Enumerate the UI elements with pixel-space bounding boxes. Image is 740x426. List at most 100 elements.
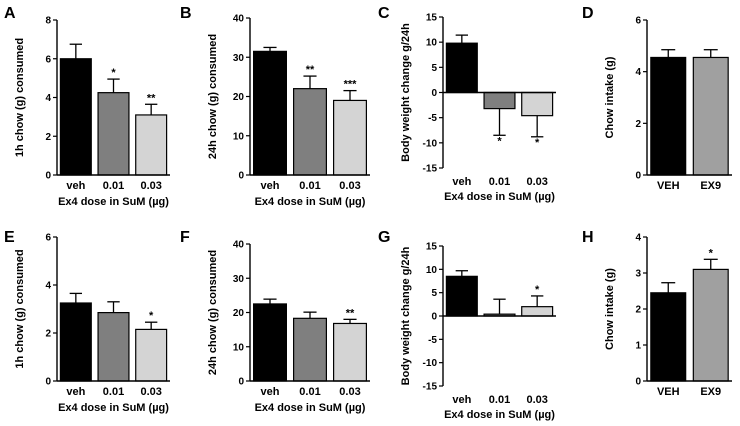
y-tick-label: 8 [45, 16, 51, 27]
x-tick-label: 0.03 [140, 386, 161, 398]
y-tick-label: 10 [233, 342, 245, 353]
y-tick-label: 6 [45, 233, 51, 244]
x-axis-label: Ex4 dose in SuM (µg) [255, 402, 366, 414]
y-axis-label: Body weight change g/24h [400, 23, 412, 162]
y-tick-label: 10 [426, 265, 438, 276]
y-axis-label: Chow intake (g) [604, 56, 616, 138]
significance-label: * [535, 137, 540, 149]
significance-label: * [709, 247, 714, 259]
panel-h: H 0 1 2 3 4 VEH * EX9 Chow intake (g) [582, 229, 732, 398]
y-tick-label: 0 [635, 171, 641, 182]
y-tick-label: 40 [233, 14, 245, 25]
bar-veh [253, 303, 288, 382]
y-tick-label: 0 [45, 171, 51, 182]
significance-label: * [149, 310, 154, 322]
y-tick-label: 15 [426, 13, 438, 24]
panel-letter: A [4, 5, 16, 22]
x-axis-label: Ex4 dose in SuM (µg) [58, 196, 169, 208]
x-tick-label: veh [452, 176, 471, 188]
x-tick-label: 0.03 [339, 386, 360, 398]
y-tick-label: 3 [635, 269, 641, 280]
bar-0.03 [135, 328, 168, 382]
y-tick-label: 6 [635, 16, 641, 27]
y-axis-label: 24h chow (g) consumed [207, 250, 219, 375]
x-tick-label: veh [66, 386, 85, 398]
x-tick-label: 0.01 [103, 180, 124, 192]
bar-0.01 [483, 91, 516, 110]
panel-letter: D [582, 5, 594, 22]
x-tick-label: 0.01 [299, 386, 320, 398]
bar-0.01 [293, 317, 328, 382]
y-axis-label: 1h chow (g) consumed [14, 38, 26, 157]
x-axis-label: Ex4 dose in SuM (µg) [58, 402, 169, 414]
y-tick-label: 0 [431, 312, 437, 323]
y-tick-label: 10 [233, 131, 245, 142]
panel-c: C -15 -10 -5 0 5 10 15 veh * 0.01 * 0.03 Body weight … [378, 5, 556, 203]
y-tick-label: 4 [45, 281, 51, 292]
significance-label: ** [147, 92, 156, 104]
panel-d: D 0 2 4 6 VEH EX9 Chow intake (g) [582, 5, 732, 192]
x-axis-label: Ex4 dose in SuM (µg) [255, 196, 366, 208]
panel-a: A 0 2 4 6 8 veh * 0.01 ** 0.03 1h chow (g) consumed… [4, 5, 170, 208]
y-tick-label: 2 [635, 305, 641, 316]
x-tick-label: 0.03 [140, 180, 161, 192]
x-tick-label: VEH [657, 386, 680, 398]
x-tick-label: 0.03 [526, 394, 547, 406]
y-tick-label: 4 [635, 233, 641, 244]
panel-letter: C [378, 5, 390, 22]
bar-veh [445, 275, 478, 317]
significance-label: * [111, 67, 116, 79]
y-tick-label: 5 [431, 63, 437, 74]
panel-letter: B [180, 5, 192, 22]
y-tick-label: 4 [635, 67, 641, 78]
significance-label: *** [344, 79, 358, 91]
x-tick-label: veh [261, 386, 280, 398]
bar-0.03 [333, 322, 368, 382]
y-tick-label: 2 [45, 132, 51, 143]
y-axis-label: 24h chow (g) consumed [207, 34, 219, 159]
x-tick-label: 0.01 [299, 180, 320, 192]
bar-0.01 [97, 312, 130, 382]
x-axis-label: Ex4 dose in SuM (µg) [444, 191, 555, 203]
x-tick-label: 0.03 [526, 176, 547, 188]
x-tick-label: 0.03 [339, 180, 360, 192]
bar-EX9 [692, 56, 729, 176]
y-axis-label: Chow intake (g) [604, 268, 616, 350]
y-tick-label: 20 [233, 308, 245, 319]
significance-label: * [535, 284, 540, 296]
y-axis-label: 1h chow (g) consumed [14, 249, 26, 368]
y-tick-label: -15 [423, 164, 438, 175]
y-tick-label: 4 [45, 93, 51, 104]
bar-EX9 [692, 268, 729, 382]
bar-VEH [650, 292, 687, 382]
panel-f: F 0 10 20 30 40 veh 0.01 ** 0.03 24h chow (g) cons… [180, 229, 370, 414]
y-tick-label: 0 [431, 88, 437, 99]
bar-veh [253, 50, 288, 176]
y-tick-label: 0 [238, 171, 244, 182]
y-tick-label: -10 [423, 358, 438, 369]
panel-letter: G [378, 229, 390, 246]
y-tick-label: 30 [233, 274, 245, 285]
y-tick-label: 20 [233, 92, 245, 103]
panel-letter: E [4, 229, 15, 246]
panel-e: E 0 2 4 6 veh 0.01 * 0.03 1h chow (g) consumed Ex4… [4, 229, 170, 414]
x-tick-label: 0.01 [489, 176, 510, 188]
y-tick-label: -10 [423, 138, 438, 149]
x-tick-label: EX9 [700, 386, 721, 398]
bar-0.03 [333, 99, 368, 176]
x-tick-label: EX9 [700, 180, 721, 192]
y-tick-label: -5 [428, 335, 437, 346]
x-tick-label: veh [452, 394, 471, 406]
y-tick-label: 15 [426, 242, 438, 253]
bar-veh [59, 58, 92, 176]
panel-g: G -15 -10 -5 0 5 10 15 veh 0.01 * 0.03 Body weight c… [378, 229, 556, 421]
y-tick-label: 6 [45, 54, 51, 65]
y-tick-label: 2 [45, 329, 51, 340]
y-tick-label: -15 [423, 382, 438, 393]
significance-label: * [497, 135, 502, 147]
y-tick-label: 10 [426, 38, 438, 49]
x-tick-label: 0.01 [489, 394, 510, 406]
bar-0.01 [97, 92, 130, 176]
significance-label: ** [346, 307, 355, 319]
y-tick-label: 30 [233, 53, 245, 64]
